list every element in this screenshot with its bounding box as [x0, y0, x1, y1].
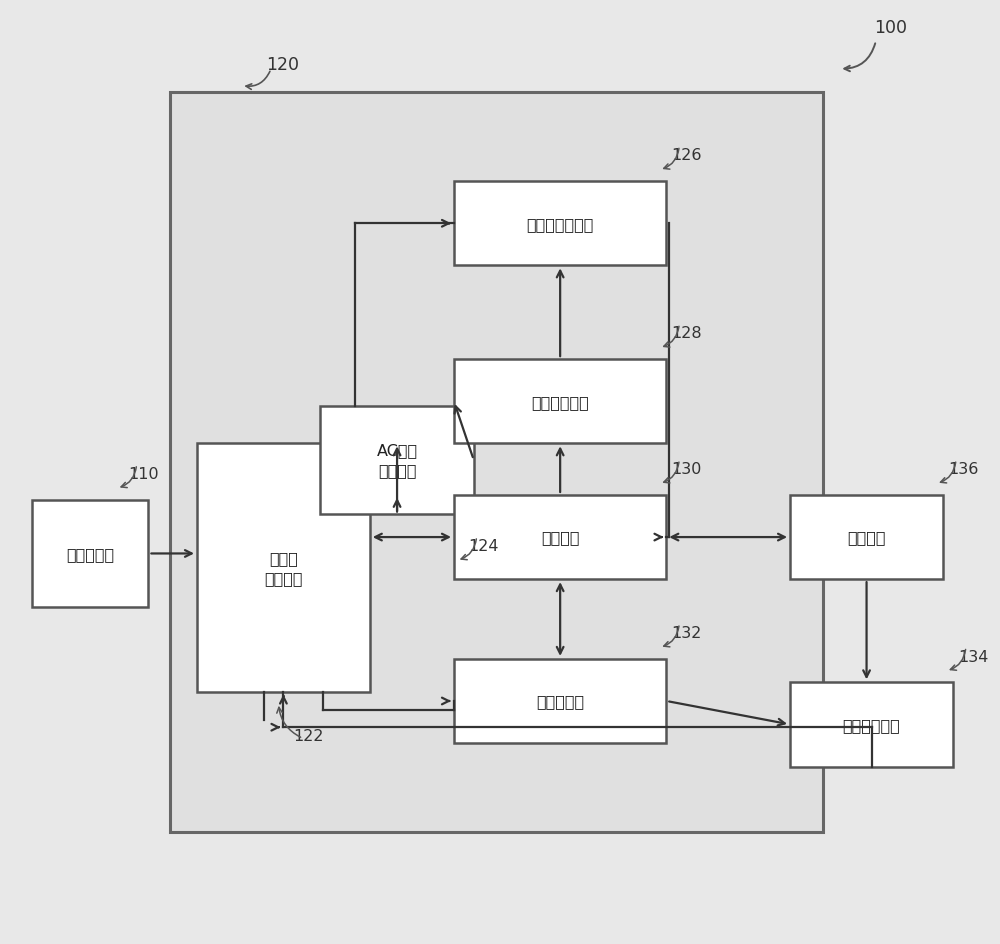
- Bar: [454, 360, 666, 444]
- Text: 温度维持单元: 温度维持单元: [843, 717, 900, 733]
- Text: 136: 136: [948, 462, 978, 477]
- Bar: [454, 182, 666, 266]
- Text: 微处理器: 微处理器: [541, 530, 579, 545]
- Text: 讯号接收单元: 讯号接收单元: [531, 395, 589, 410]
- Text: 测试卡组件: 测试卡组件: [66, 547, 114, 562]
- Text: 120: 120: [266, 57, 299, 75]
- Text: 相位角计算单元: 相位角计算单元: [526, 216, 594, 231]
- Text: 110: 110: [129, 466, 159, 481]
- Text: 100: 100: [874, 19, 907, 37]
- Bar: [170, 93, 823, 833]
- Text: 测试卡
容置单元: 测试卡 容置单元: [264, 550, 303, 585]
- Text: 122: 122: [293, 729, 324, 743]
- Bar: [197, 444, 370, 692]
- Bar: [320, 407, 474, 514]
- Text: AC讯号
产生单元: AC讯号 产生单元: [376, 443, 418, 478]
- Text: 128: 128: [671, 326, 702, 341]
- Text: 显示单元: 显示单元: [847, 530, 886, 545]
- Text: 126: 126: [671, 148, 702, 163]
- Bar: [454, 496, 666, 580]
- Text: 130: 130: [671, 462, 702, 477]
- Text: 132: 132: [671, 626, 702, 640]
- Bar: [790, 496, 943, 580]
- Text: 124: 124: [469, 538, 499, 553]
- Bar: [454, 659, 666, 743]
- Bar: [32, 500, 148, 608]
- Text: 温度传感器: 温度传感器: [536, 694, 584, 709]
- Text: 134: 134: [958, 649, 988, 664]
- Bar: [790, 683, 953, 767]
